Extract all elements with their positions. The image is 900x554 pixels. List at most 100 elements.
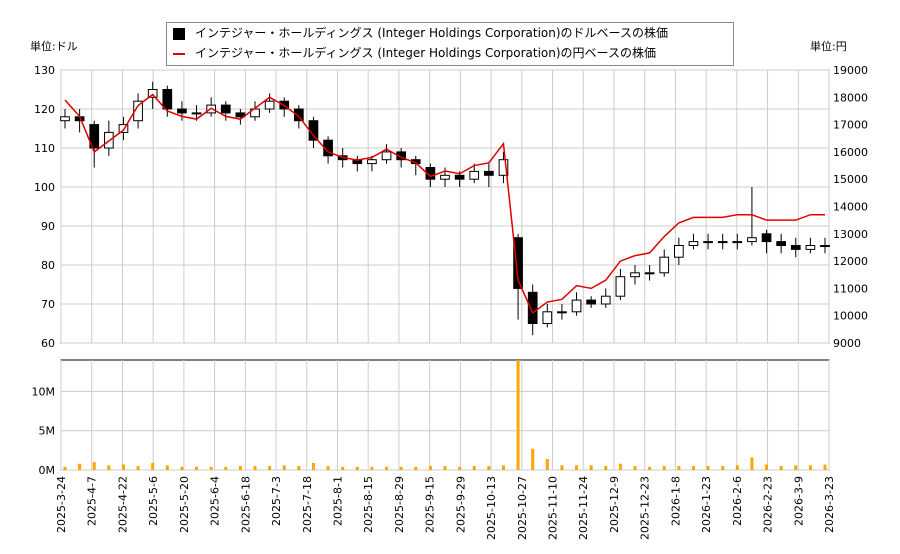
jpy-tick-label: 16000 (833, 146, 868, 159)
candle-body (177, 108, 187, 114)
volume-bar (253, 466, 257, 470)
volume-bar (560, 465, 564, 470)
x-tick-label: 2026-1-23 (700, 476, 713, 533)
candle-body (235, 112, 246, 118)
candle-body (790, 245, 801, 250)
right-axis-label: 単位:円 (810, 39, 847, 53)
x-tick-label: 2026-3-23 (823, 476, 836, 533)
x-tick-label: 2025-8-15 (362, 476, 375, 533)
volume-tick-label: 10M (32, 385, 56, 398)
candle-body (673, 245, 684, 258)
volume-bar (224, 466, 228, 470)
candle-body (191, 112, 202, 115)
volume-tick-label: 0M (39, 464, 56, 477)
x-tick-label: 2025-8-29 (393, 476, 406, 533)
volume-bar (428, 466, 432, 470)
x-tick-label: 2025-7-18 (301, 476, 314, 533)
x-tick-label: 2026-2-23 (762, 476, 775, 533)
candle-body (571, 299, 582, 313)
candle-body (133, 100, 143, 122)
volume-bar (326, 466, 330, 470)
x-tick-label: 2025-6-18 (239, 476, 252, 533)
volume-bar (238, 466, 242, 470)
volume-bar (648, 466, 652, 470)
candle-body (147, 89, 158, 98)
volume-bar (765, 464, 769, 470)
candle-body (513, 237, 523, 289)
x-tick-label: 2025-4-7 (86, 476, 99, 526)
jpy-tick-label: 19000 (833, 64, 868, 77)
legend-item-usd: インテジャー・ホールディングス (Integer Holdings Corpor… (167, 23, 733, 43)
left-axis-label: 単位:ドル (30, 39, 78, 53)
candle-body (615, 276, 626, 297)
usd-tick-label: 80 (41, 259, 55, 272)
usd-tick-label: 130 (34, 64, 55, 77)
usd-tick-label: 60 (41, 337, 55, 350)
legend-label-usd: インテジャー・ホールディングス (Integer Holdings Corpor… (195, 26, 668, 40)
volume-bar (195, 466, 199, 470)
volume-bar (706, 466, 710, 470)
volume-bar (458, 466, 462, 470)
jpy-tick-label: 14000 (833, 201, 868, 214)
candle-body (586, 299, 597, 305)
jpy-tick-label: 10000 (833, 310, 868, 323)
candle-body (396, 151, 407, 161)
volume-bar (385, 466, 389, 470)
x-tick-label: 2026-2-6 (731, 476, 744, 526)
x-tick-label: 2025-7-3 (270, 476, 283, 526)
candle-body (703, 241, 713, 244)
jpy-tick-label: 9000 (833, 337, 861, 350)
candle-body (440, 174, 450, 180)
volume-bar (721, 466, 725, 470)
volume-bar (311, 462, 315, 470)
legend-swatch-usd (173, 27, 185, 40)
candle-body (220, 104, 231, 114)
candle-body (600, 295, 611, 305)
volume-bar (779, 466, 783, 470)
volume-bar (180, 466, 184, 470)
candle-body (367, 159, 377, 165)
candle-body (498, 159, 509, 176)
volume-bar (472, 466, 476, 470)
x-tick-label: 2025-3-24 (55, 476, 68, 533)
volume-bar (92, 462, 96, 470)
volume-bar (531, 448, 535, 470)
x-tick-label: 2025-11-24 (577, 476, 590, 540)
volume-bar (282, 465, 286, 470)
candle-body (89, 124, 100, 149)
volume-bar (341, 466, 345, 470)
candle-body (454, 174, 465, 180)
volume-bar (63, 466, 67, 470)
candle-body (60, 116, 70, 122)
volume-bar (107, 465, 111, 470)
volume-bar (399, 466, 403, 470)
volume-bar (355, 466, 359, 470)
volume-tick-label: 5M (39, 425, 56, 438)
volume-bar (151, 462, 155, 470)
volume-bar (370, 466, 374, 470)
x-tick-label: 2025-9-15 (424, 476, 437, 533)
volume-bar (443, 466, 447, 470)
price-plot-frame (60, 69, 830, 344)
x-tick-label: 2025-5-20 (178, 476, 191, 533)
volume-bar (589, 465, 593, 470)
candle-body (542, 311, 553, 324)
usd-tick-label: 120 (34, 103, 55, 116)
volume-bar (662, 466, 666, 470)
volume-bar (633, 466, 637, 470)
candle-body (747, 237, 757, 243)
x-tick-label: 2026-3-9 (792, 476, 805, 526)
volume-bar (750, 457, 754, 470)
candle-body (805, 245, 816, 250)
usd-tick-label: 90 (41, 220, 55, 233)
candle-body (264, 100, 275, 110)
x-tick-label: 2025-4-22 (116, 476, 129, 533)
volume-bar (794, 465, 798, 470)
usd-tick-label: 110 (34, 142, 55, 155)
candle-body (644, 272, 655, 275)
volume-bar (268, 466, 272, 470)
x-tick-label: 2026-1-8 (669, 476, 682, 526)
volume-bar (735, 465, 739, 470)
legend: インテジャー・ホールディングス (Integer Holdings Corpor… (166, 22, 734, 66)
